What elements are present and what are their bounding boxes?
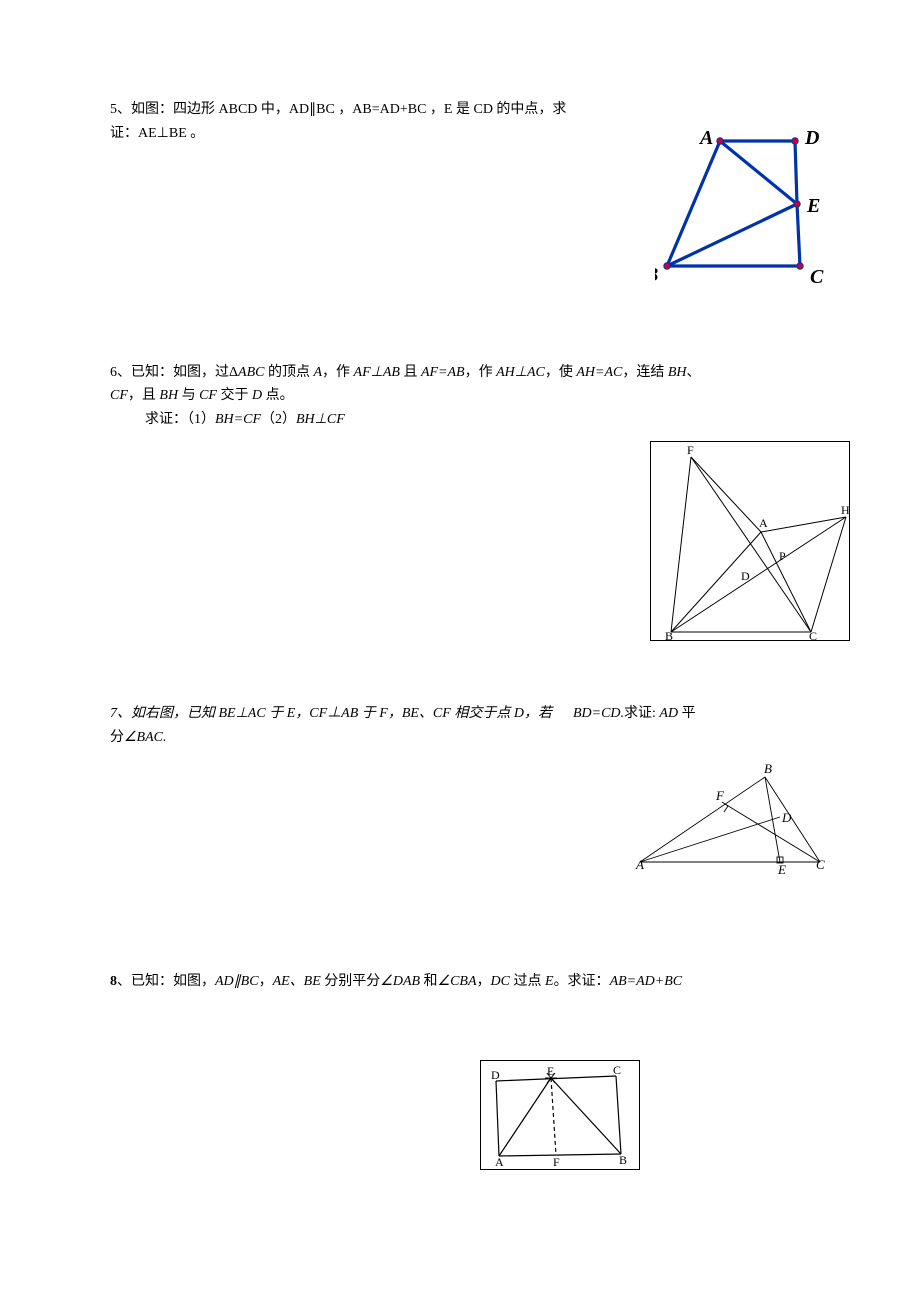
p5-figure: A D E C B <box>655 126 845 291</box>
p8-svg: D C E A B F <box>480 1060 640 1170</box>
svg-text:B: B <box>764 762 772 776</box>
p7-figure: A C B D E F <box>630 762 830 882</box>
p5-line1: 5、如图：四边形 ABCD 中，AD∥BC ，AB=AD+BC ，E 是 CD … <box>110 102 566 117</box>
svg-text:B: B <box>665 629 673 641</box>
svg-text:A: A <box>698 127 713 149</box>
svg-text:A: A <box>759 516 768 530</box>
p6-lines <box>671 457 846 632</box>
svg-text:D: D <box>781 810 792 825</box>
p7-labels: A C B D E F <box>635 762 825 877</box>
p5-svg: A D E C B <box>655 126 845 291</box>
svg-text:F: F <box>553 1155 560 1169</box>
svg-text:C: C <box>816 857 825 872</box>
svg-text:E: E <box>777 862 786 877</box>
svg-text:F: F <box>687 443 694 457</box>
p6-labels: F H A B C D P <box>665 443 850 641</box>
svg-text:C: C <box>810 266 824 288</box>
problem-6: 6、已知：如图，过ΔABC 的顶点 A，作 AF⊥AB 且 AF=AB，作 AH… <box>110 361 810 647</box>
svg-text:H: H <box>841 503 850 517</box>
problem-7: 7、如右图，已知 BE⊥AC 于 E，CF⊥AB 于 F，BE、CF 相交于点 … <box>110 702 810 900</box>
p8-figure: D C E A B F <box>480 1060 640 1170</box>
p6-text: 6、已知：如图，过ΔABC 的顶点 A，作 AF⊥AB 且 AF=AB，作 AH… <box>110 361 810 432</box>
svg-text:A: A <box>635 857 644 872</box>
svg-text:D: D <box>741 569 750 583</box>
p7-lines <box>640 777 820 863</box>
p8-lines <box>496 1076 621 1156</box>
svg-text:B: B <box>619 1153 627 1167</box>
p6-figure: F H A B C D P <box>650 441 850 641</box>
svg-text:C: C <box>809 629 817 641</box>
svg-text:C: C <box>613 1063 621 1077</box>
svg-text:A: A <box>495 1155 504 1169</box>
svg-text:D: D <box>804 127 819 149</box>
p8-text: 8、已知：如图，AD∥BC，AE、BE 分别平分∠DAB 和∠CBA，DC 过点… <box>110 970 810 994</box>
svg-text:E: E <box>806 195 820 217</box>
svg-text:B: B <box>655 264 658 286</box>
svg-text:F: F <box>715 788 725 803</box>
p7-svg: A C B D E F <box>630 762 830 882</box>
svg-text:P: P <box>779 549 786 563</box>
p7-text: 7、如右图，已知 BE⊥AC 于 E，CF⊥AB 于 F，BE、CF 相交于点 … <box>110 702 810 750</box>
p6-svg: F H A B C D P <box>650 441 850 641</box>
problem-5: 5、如图：四边形 ABCD 中，AD∥BC ，AB=AD+BC ，E 是 CD … <box>110 98 810 301</box>
p5-line2: 证：AE⊥BE 。 <box>110 126 204 141</box>
p5-text: 5、如图：四边形 ABCD 中，AD∥BC ，AB=AD+BC ，E 是 CD … <box>110 98 570 146</box>
problem-8: 8、已知：如图，AD∥BC，AE、BE 分别平分∠DAB 和∠CBA，DC 过点… <box>110 970 810 1184</box>
svg-text:D: D <box>491 1068 500 1082</box>
